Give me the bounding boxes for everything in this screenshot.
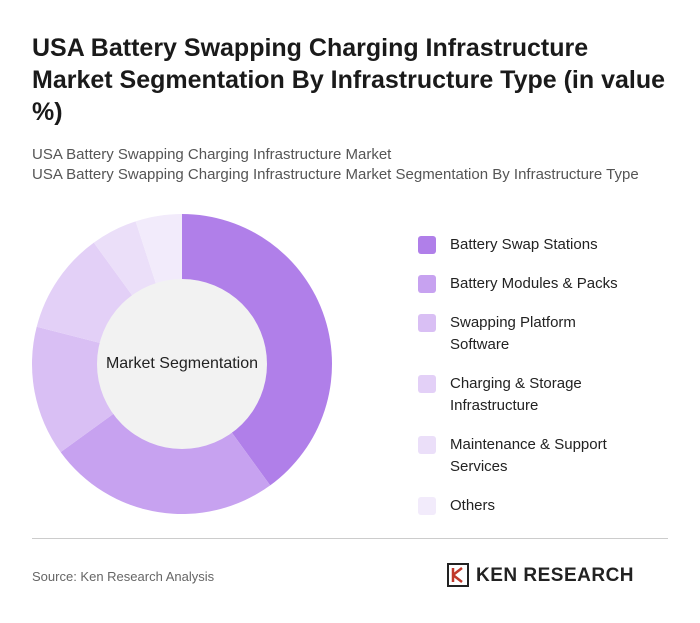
donut-hole xyxy=(97,279,267,449)
legend-label: Battery Swap Stations xyxy=(450,236,598,253)
legend: Battery Swap Stations Battery Modules & P… xyxy=(418,234,638,534)
legend-label: Charging & Storage Infrastructure xyxy=(450,375,582,414)
subtitle: USA Battery Swapping Charging Infrastruc… xyxy=(32,166,639,183)
brand-icon xyxy=(447,563,469,587)
divider xyxy=(32,538,668,539)
brand: KEN RESEARCH xyxy=(476,565,635,586)
legend-swatch xyxy=(418,497,436,515)
legend-item: Charging & Storage Infrastructure xyxy=(418,373,638,417)
donut-chart: Market Segmentation xyxy=(32,214,332,514)
legend-item: Battery Modules & Packs xyxy=(418,273,638,295)
legend-item: Battery Swap Stations xyxy=(418,234,638,256)
subtitle: USA Battery Swapping Charging Infrastruc… xyxy=(32,146,392,163)
legend-swatch xyxy=(418,275,436,293)
legend-label: Others xyxy=(450,497,496,514)
legend-label: Battery Modules & Packs xyxy=(450,275,618,292)
legend-label: Maintenance & Support Services xyxy=(450,436,607,475)
legend-item: Maintenance & Support Services xyxy=(418,434,638,478)
legend-item: Others xyxy=(418,495,638,517)
source: Source: Ken Research Analysis xyxy=(32,569,215,584)
chart-title: USA Battery Swapping Charging Infrastruc… xyxy=(32,34,666,126)
legend-swatch xyxy=(418,436,436,454)
legend-swatch xyxy=(418,375,436,393)
legend-item: Swapping Platform Software xyxy=(418,312,638,356)
center-label: Market Segmentation xyxy=(106,355,258,372)
legend-swatch xyxy=(418,236,436,254)
legend-label: Swapping Platform Software xyxy=(450,314,576,353)
legend-swatch xyxy=(418,314,436,332)
